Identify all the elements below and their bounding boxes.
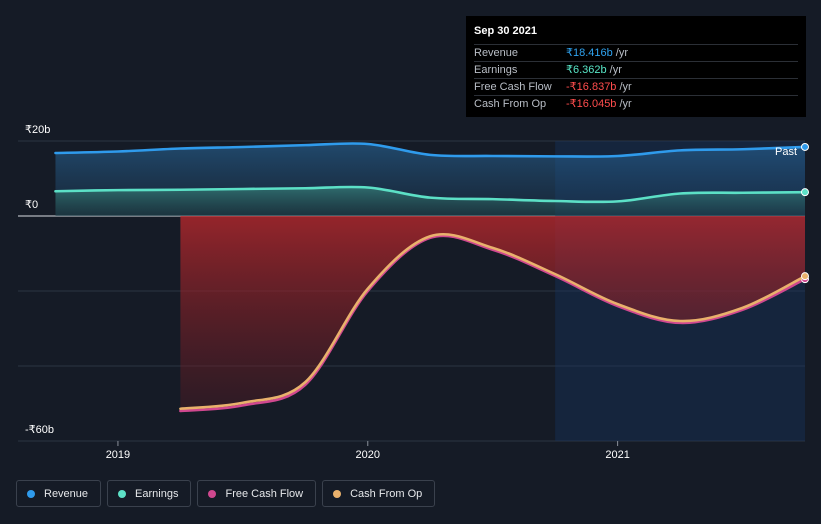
tooltip-unit: /yr — [619, 98, 632, 110]
y-tick-label: -₹60b — [25, 424, 54, 436]
legend-dot-icon — [118, 489, 127, 498]
tooltip-label: Cash From Op — [474, 98, 547, 110]
tooltip-date: Sep 30 2021 — [474, 25, 537, 37]
legend-label: Cash From Op — [350, 487, 423, 500]
tooltip-label: Free Cash Flow — [474, 81, 552, 93]
past-label: Past — [775, 146, 797, 158]
legend-item-earnings[interactable]: Earnings — [107, 480, 192, 507]
tooltip-row-earnings: Earnings ₹6.362b /yr — [474, 61, 798, 78]
x-tick-label: 2020 — [356, 449, 380, 461]
series-end-point — [801, 142, 809, 151]
tooltip-value: ₹6.362b — [566, 64, 607, 76]
legend-label: Free Cash Flow — [225, 487, 304, 500]
tooltip-row-revenue: Revenue ₹18.416b /yr — [474, 44, 798, 61]
legend-label: Revenue — [44, 487, 89, 500]
tooltip-value: ₹18.416b — [566, 47, 613, 59]
series-end-point — [801, 272, 809, 281]
tooltip-value: -₹16.045b — [566, 98, 617, 110]
tooltip-unit: /yr — [609, 64, 622, 76]
tooltip-label: Earnings — [474, 64, 518, 76]
legend-item-free-cash-flow[interactable]: Free Cash Flow — [197, 480, 317, 507]
series-area — [180, 216, 805, 411]
series-lines — [54, 142, 809, 413]
chart-area: ₹20b ₹0 -₹60b 2019 2020 2021 Past — [18, 124, 809, 461]
y-axis: ₹20b ₹0 -₹60b — [25, 124, 54, 436]
tooltip-row-free-cash-flow: Free Cash Flow -₹16.837b /yr — [474, 78, 798, 95]
series-line — [179, 234, 807, 413]
legend-dot-icon — [333, 489, 342, 498]
legend-label: Earnings — [135, 487, 179, 500]
series-area — [55, 186, 805, 216]
legend: Revenue Earnings Free Cash Flow Cash Fro… — [16, 480, 436, 507]
tooltip: Sep 30 2021 Revenue ₹18.416b /yr Earning… — [466, 16, 806, 117]
legend-dot-icon — [27, 489, 35, 498]
series-line — [54, 185, 807, 204]
tooltip-row-cash-from-op: Cash From Op -₹16.045b /yr — [474, 95, 798, 112]
series-end-point — [801, 188, 809, 197]
y-tick-label: ₹20b — [25, 124, 50, 136]
tooltip-value: -₹16.837b — [566, 81, 617, 93]
tooltip-label: Revenue — [474, 47, 519, 59]
legend-dot-icon — [208, 489, 217, 498]
series-line — [54, 142, 807, 158]
x-axis: 2019 2020 2021 — [106, 441, 630, 461]
legend-item-revenue[interactable]: Revenue — [16, 480, 102, 507]
x-tick-label: 2021 — [605, 449, 629, 461]
series-areas — [55, 143, 805, 411]
tooltip-unit: /yr — [615, 47, 628, 59]
y-tick-label: ₹0 — [25, 199, 38, 211]
series-line — [179, 232, 807, 411]
legend-item-cash-from-op[interactable]: Cash From Op — [322, 480, 436, 507]
x-tick-label: 2019 — [106, 449, 130, 461]
tooltip-unit: /yr — [619, 81, 632, 93]
